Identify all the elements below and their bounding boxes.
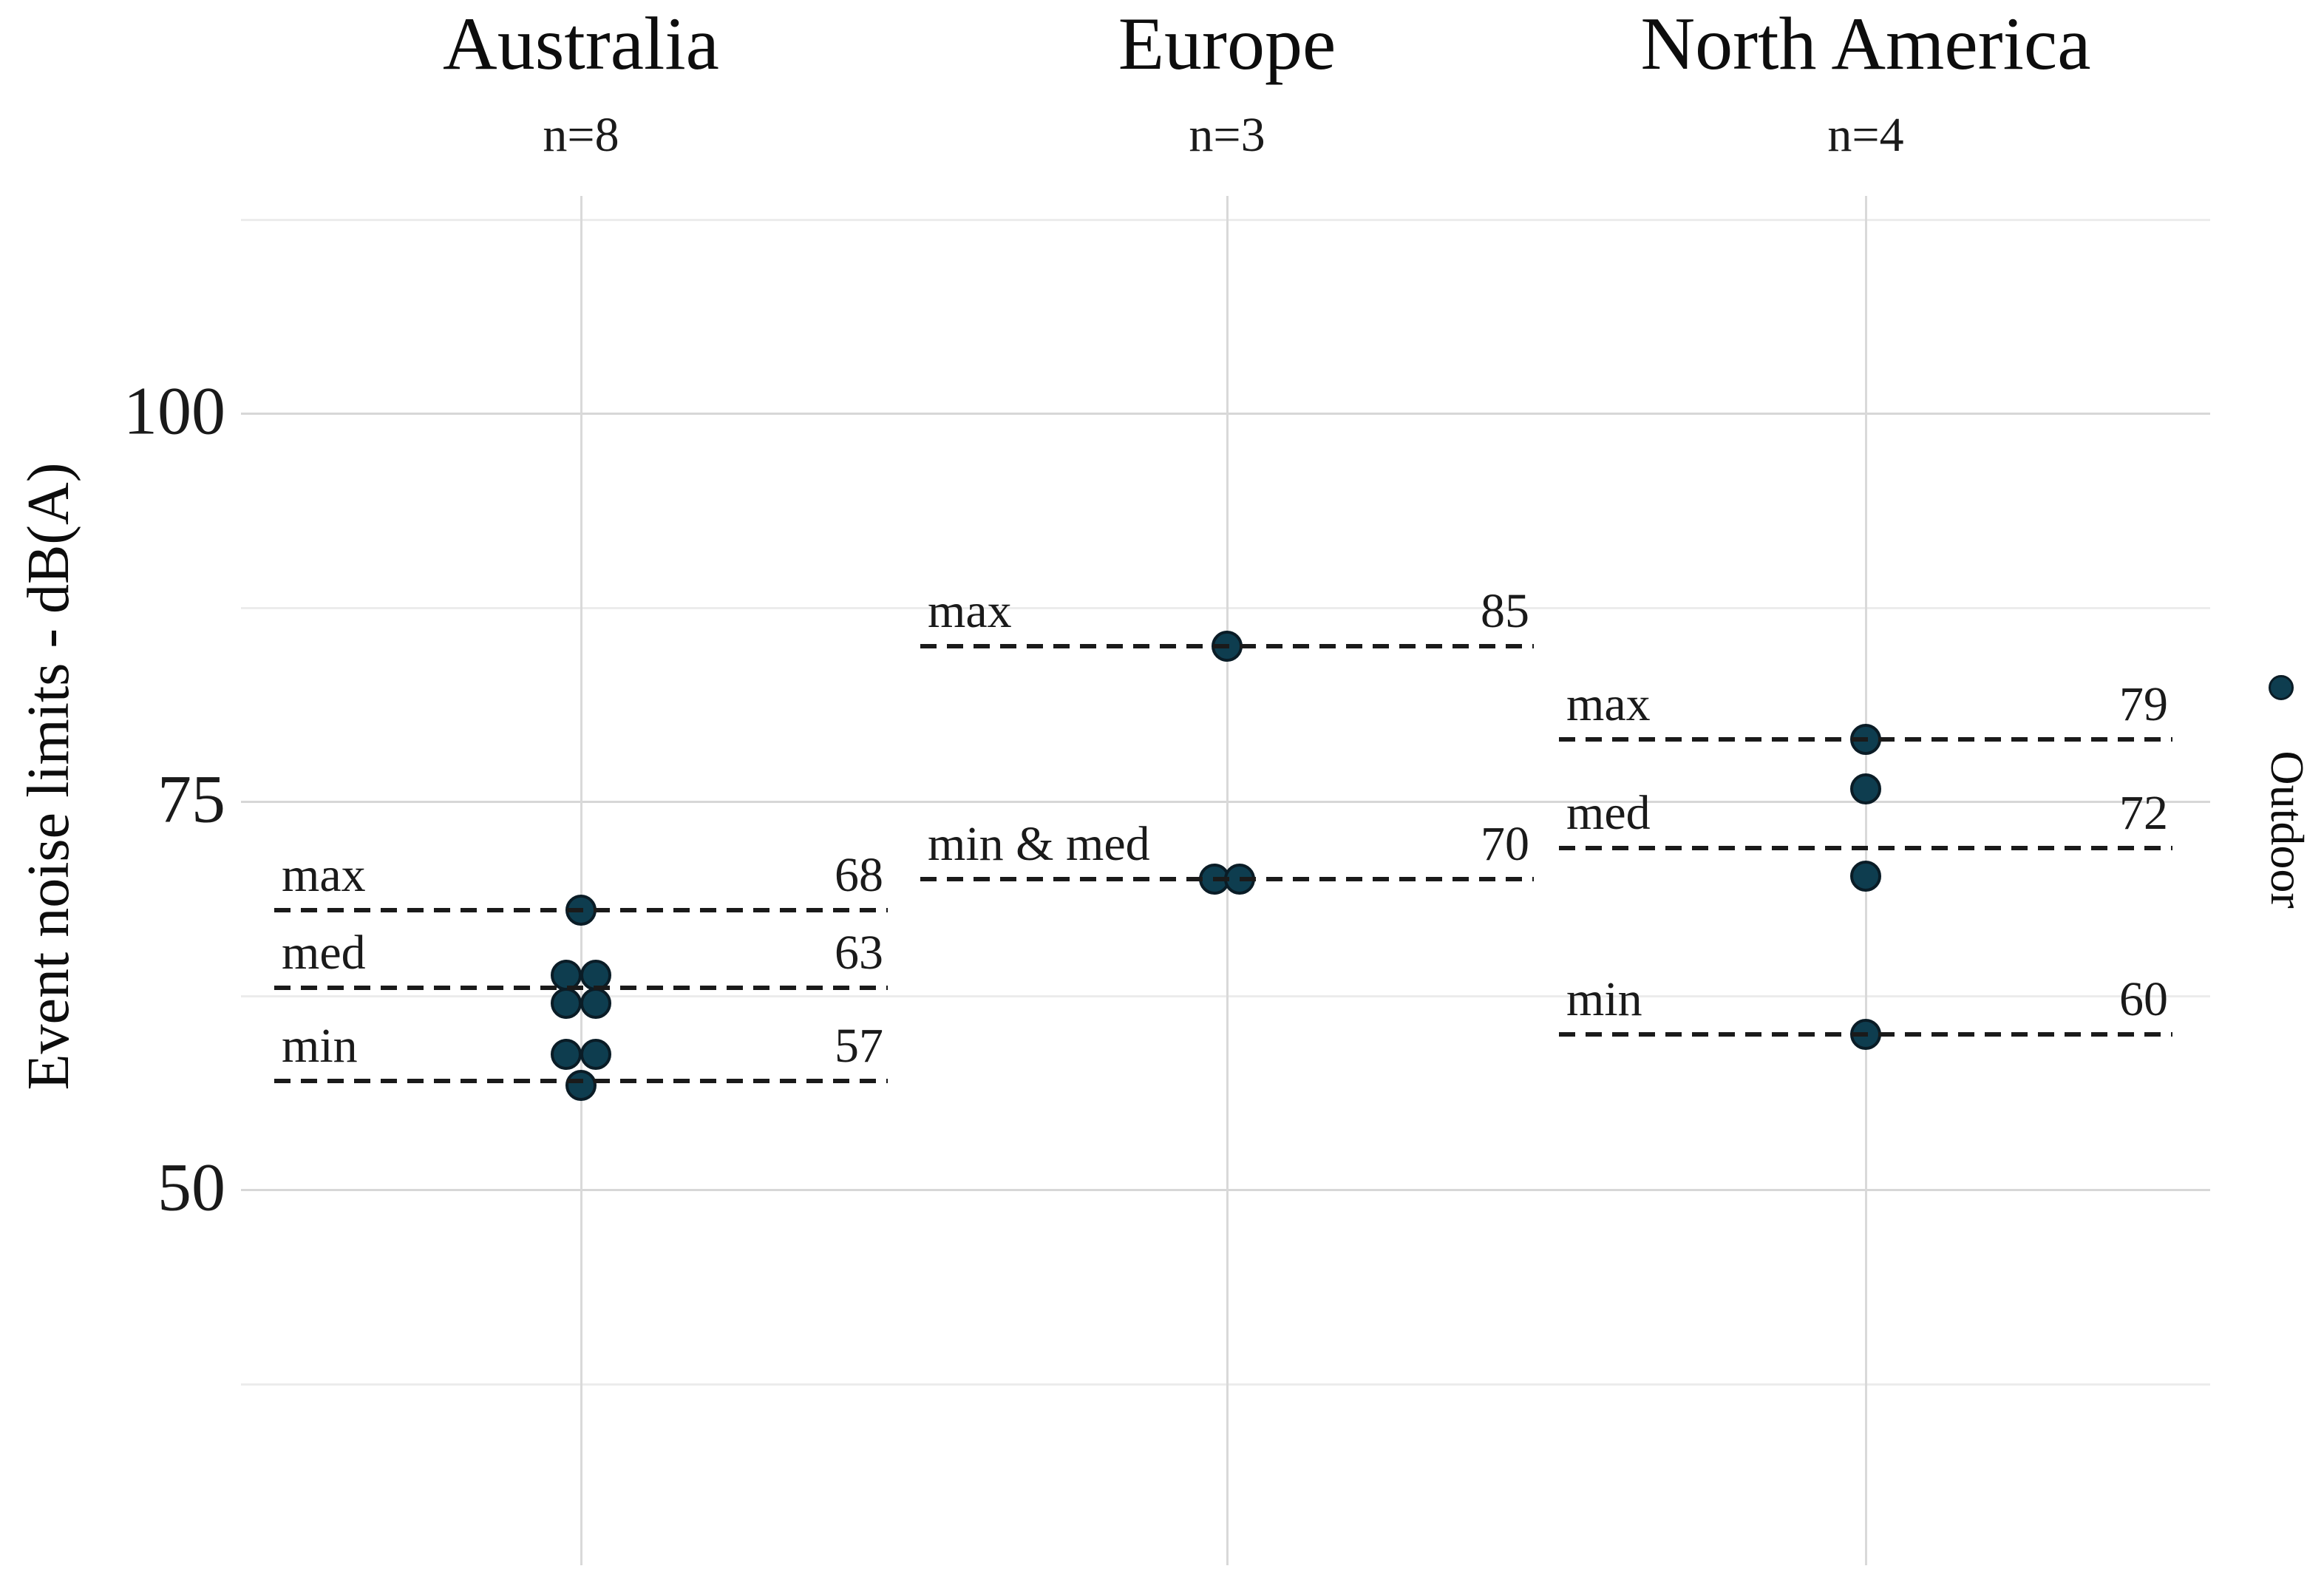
group-sample-size: n=4 [1827, 108, 1904, 162]
minor-gridline [241, 1383, 2210, 1386]
stat-dashed-line [1559, 1032, 2172, 1037]
stat-label: min [282, 1019, 358, 1073]
legend-label: Outdoor [2261, 750, 2314, 909]
group-sample-size: n=3 [1189, 108, 1265, 162]
minor-gridline [241, 606, 2210, 609]
legend-point-icon [2269, 675, 2294, 700]
stat-label: med [1566, 786, 1651, 840]
major-gridline [241, 1189, 2210, 1191]
stat-dashed-line [920, 877, 1534, 881]
stat-label: max [928, 584, 1012, 638]
y-tick-label: 100 [123, 373, 225, 449]
group-title: Australia [443, 2, 719, 86]
stat-dashed-line [920, 644, 1534, 648]
stat-value: 72 [2119, 786, 2168, 840]
category-gridline [580, 196, 582, 1565]
stat-label: max [282, 848, 366, 902]
stat-dashed-line [1559, 846, 2172, 850]
minor-gridline [241, 218, 2210, 221]
data-point [1850, 860, 1881, 892]
data-point [1850, 773, 1881, 805]
stat-value: 63 [835, 926, 883, 980]
stat-label: min & med [928, 817, 1150, 871]
stat-value: 79 [2119, 677, 2168, 731]
minor-gridline [241, 994, 2210, 997]
data-point [565, 1070, 597, 1102]
stat-value: 57 [835, 1019, 883, 1073]
data-point [580, 988, 611, 1019]
major-gridline [241, 801, 2210, 803]
group-title: Europe [1118, 2, 1336, 86]
group-title: North America [1640, 2, 2091, 86]
stat-label: med [282, 926, 366, 980]
stat-label: max [1566, 677, 1651, 731]
stat-value: 85 [1481, 584, 1529, 638]
y-tick-label: 50 [157, 1149, 225, 1225]
y-tick-label: 75 [157, 761, 225, 837]
stat-value: 60 [2119, 972, 2168, 1026]
stat-label: min [1566, 972, 1642, 1026]
stat-dashed-line [274, 1079, 888, 1083]
stat-dashed-line [274, 986, 888, 990]
data-point [580, 1039, 611, 1071]
y-axis-title: Event noise limits - dB(A) [16, 462, 81, 1091]
stat-value: 70 [1481, 817, 1529, 871]
stat-dashed-line [1559, 737, 2172, 742]
group-sample-size: n=8 [543, 108, 619, 162]
stat-value: 68 [835, 848, 883, 902]
major-gridline [241, 413, 2210, 415]
stat-dashed-line [274, 908, 888, 912]
